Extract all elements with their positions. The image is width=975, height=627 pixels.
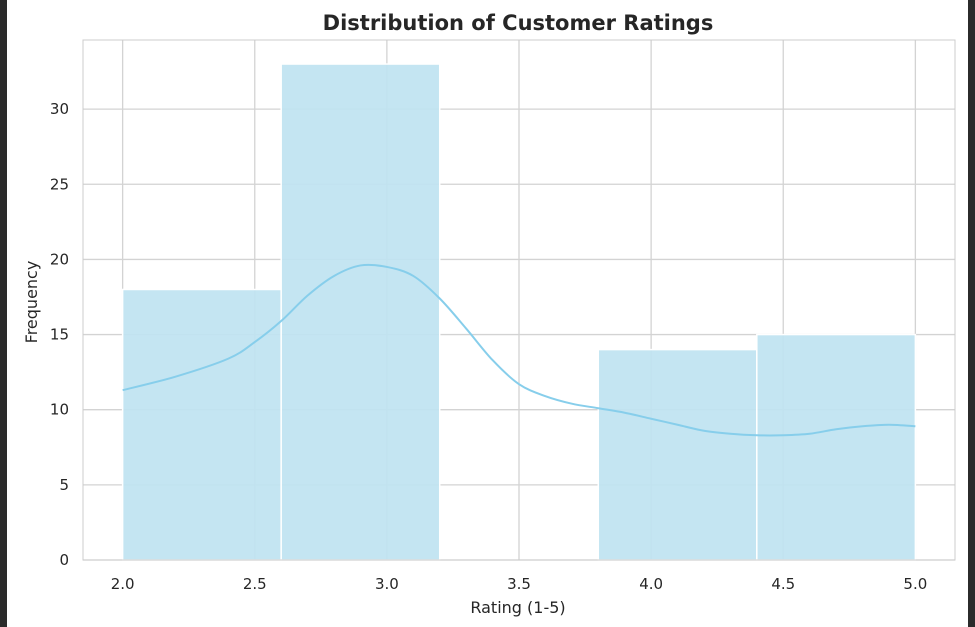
x-tick-label: 3.0: [375, 575, 399, 593]
histogram-bars: [121, 63, 917, 561]
y-tick-label: 15: [50, 326, 69, 344]
y-tick-label: 25: [50, 175, 69, 193]
x-tick-label: 4.0: [639, 575, 663, 593]
histogram-bar: [756, 333, 917, 561]
x-axis-ticks: 2.0 2.5 3.0 3.5 4.0 4.5 5.0: [111, 575, 928, 593]
histogram-chart: Distribution of Customer Ratings 2.0 2.5 3…: [22, 11, 956, 617]
y-tick-label: 0: [59, 551, 69, 569]
y-tick-label: 10: [50, 401, 69, 419]
chart-title: Distribution of Customer Ratings: [323, 11, 714, 35]
x-tick-label: 4.5: [771, 575, 795, 593]
histogram-bar: [280, 63, 441, 561]
chart-figure: Distribution of Customer Ratings 2.0 2.5 3…: [7, 0, 968, 627]
y-tick-label: 20: [50, 250, 69, 268]
x-tick-label: 2.5: [243, 575, 267, 593]
y-axis-ticks: 0 5 10 15 20 25 30: [50, 100, 69, 569]
y-tick-label: 30: [50, 100, 69, 118]
plot-frame: [82, 39, 956, 561]
histogram-bar: [597, 348, 758, 561]
x-tick-label: 5.0: [903, 575, 927, 593]
x-tick-label: 3.5: [507, 575, 531, 593]
histogram-bar: [121, 288, 282, 561]
x-axis-label: Rating (1-5): [470, 598, 565, 617]
x-tick-label: 2.0: [111, 575, 135, 593]
kde-curve: [122, 263, 916, 437]
y-axis-label: Frequency: [22, 261, 41, 344]
y-tick-label: 5: [59, 476, 69, 494]
